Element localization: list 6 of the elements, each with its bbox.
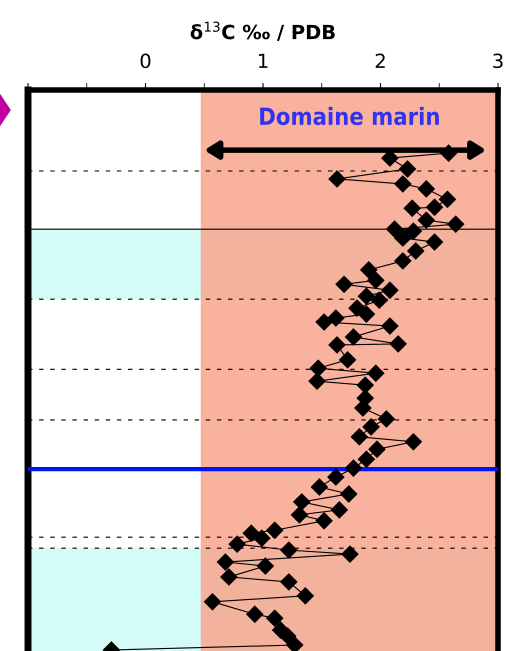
x-tick-label: 0 xyxy=(140,53,150,68)
x-tick-label: 2 xyxy=(376,53,385,68)
x-tick-label: 3 xyxy=(493,53,503,68)
band-label: Domaine marin xyxy=(260,106,439,126)
x-tick-label: 1 xyxy=(258,54,268,68)
x-axis-title: δ$^{13}$C ‰ / PDB xyxy=(190,22,335,41)
